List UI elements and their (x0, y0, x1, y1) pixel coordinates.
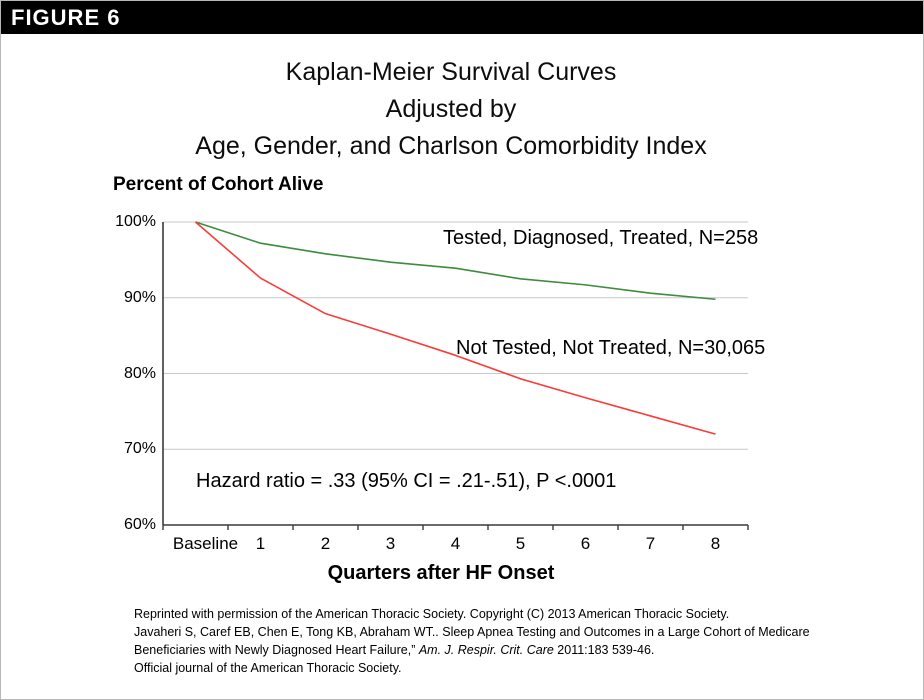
x-axis-tick-label: 8 (710, 534, 721, 553)
y-axis-tick-label: 60% (123, 516, 156, 533)
footer-line-1: Reprinted with permission of the America… (134, 607, 730, 621)
x-axis-tick-label: 7 (645, 534, 656, 553)
x-axis-tick-label: Baseline (172, 534, 239, 553)
title-line-1: Kaplan-Meier Survival Curves (285, 58, 617, 86)
x-axis-tick-label: 1 (255, 534, 266, 553)
footer-line-3-prefix: Beneficiaries with Newly Diagnosed Heart… (134, 643, 419, 657)
footer-line-3: Beneficiaries with Newly Diagnosed Heart… (134, 641, 894, 659)
footer-line-4: Official journal of the American Thoraci… (134, 661, 402, 675)
hazard-ratio-annotation: Hazard ratio = .33 (95% CI = .21-.51), P… (196, 470, 617, 492)
y-axis-tick-label: 70% (123, 440, 156, 458)
series-label-tested-treated: Tested, Diagnosed, Treated, N=258 (443, 227, 759, 249)
x-axis-tick-label: 2 (320, 534, 331, 553)
y-axis-tick-label: 90% (123, 288, 156, 306)
figure-label: FIGURE 6 (11, 4, 121, 30)
x-axis-title: Quarters after HF Onset (327, 562, 555, 584)
series-label-not-tested: Not Tested, Not Treated, N=30,065 (456, 337, 766, 359)
footer-line-2: Javaheri S, Caref EB, Chen E, Tong KB, A… (134, 625, 810, 639)
series-line-0 (195, 221, 716, 301)
y-axis-tick-label: 80% (123, 364, 156, 382)
x-axis-tick-label: 4 (450, 534, 461, 553)
y-axis-title: Percent of Cohort Alive (113, 174, 324, 195)
x-axis-tick-label: 6 (580, 534, 591, 553)
footer-journal-name: Am. J. Respir. Crit. Care (418, 643, 554, 657)
title-line-3: Age, Gender, and Charlson Comorbidity In… (195, 132, 707, 160)
x-axis-tick-label: 5 (515, 534, 526, 553)
y-axis-tick-label: 100% (115, 213, 156, 230)
chart-title: Kaplan-Meier Survival Curves Adjusted by… (99, 54, 803, 165)
x-axis-tick-label: 3 (385, 534, 396, 553)
citation-footer: Reprinted with permission of the America… (134, 605, 894, 677)
title-line-2: Adjusted by (385, 95, 517, 123)
figure-banner: FIGURE 6 (1, 1, 923, 34)
series-line-1 (194, 221, 716, 435)
footer-line-3-suffix: 2011:183 539-46. (553, 643, 655, 657)
